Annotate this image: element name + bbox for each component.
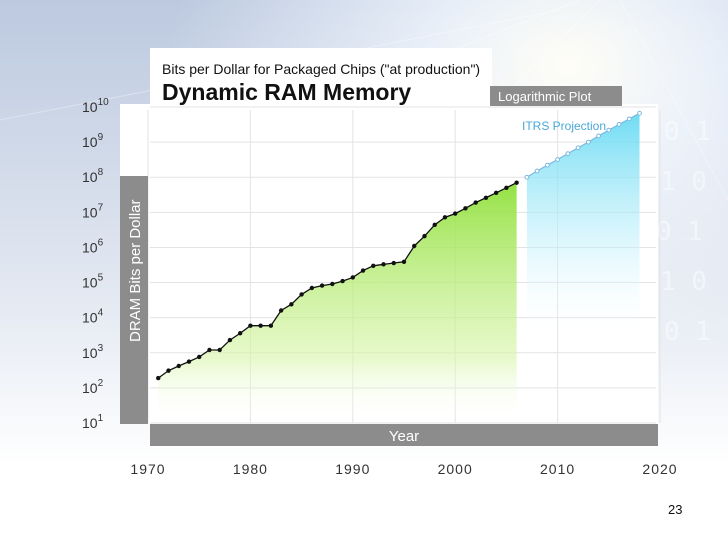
- projection-point: [626, 116, 632, 122]
- page-number: 23: [668, 502, 683, 517]
- data-point: [309, 285, 315, 291]
- x-tick-label: 2010: [540, 461, 575, 477]
- y-axis-label: DRAM Bits per Dollar: [127, 199, 144, 342]
- x-tick-label: 1970: [130, 461, 165, 477]
- projection-point: [616, 121, 622, 127]
- data-point: [483, 195, 489, 200]
- data-point: [156, 375, 161, 381]
- title-panel: [150, 48, 492, 108]
- chart-subtitle: Bits per Dollar for Packaged Chips ("at …: [162, 61, 480, 77]
- projection-label: ITRS Projection: [522, 119, 606, 133]
- chart-title: Dynamic RAM Memory: [162, 79, 411, 105]
- projection-point: [565, 151, 571, 157]
- projection-point: [596, 133, 601, 139]
- x-tick-label: 1980: [233, 461, 268, 477]
- y-tick-label: 1010: [82, 97, 109, 115]
- y-tick-labels: 1010 109 108 107 106 105 104 103 102 101: [82, 97, 109, 431]
- y-tick-label: 108: [82, 167, 104, 185]
- data-point: [268, 323, 274, 328]
- x-tick-labels: 1970 1980 1990 2000 2010 2020: [130, 461, 677, 477]
- data-point: [422, 233, 427, 239]
- y-tick-label: 102: [82, 378, 104, 396]
- data-point: [289, 302, 294, 307]
- projection-point: [585, 139, 591, 145]
- series-area-2: [526, 113, 640, 418]
- data-point: [278, 308, 284, 313]
- data-point: [453, 211, 458, 216]
- projection-point: [534, 168, 540, 174]
- series-area-1: [158, 182, 517, 417]
- data-point: [258, 323, 263, 328]
- data-point: [166, 368, 171, 373]
- data-point: [504, 185, 509, 190]
- x-tick-label: 2020: [642, 461, 677, 477]
- data-point: [432, 222, 437, 228]
- y-tick-label: 103: [82, 343, 104, 361]
- data-point: [176, 363, 181, 369]
- y-tick-label: 104: [82, 308, 104, 326]
- y-tick-label: 105: [82, 273, 104, 291]
- data-point: [401, 259, 407, 265]
- data-point: [248, 323, 253, 328]
- series-points: [156, 110, 642, 381]
- data-point: [473, 200, 478, 205]
- data-point: [217, 347, 222, 353]
- y-tick-label: 101: [82, 413, 104, 431]
- projection-point: [524, 174, 530, 180]
- series-areas: [158, 113, 640, 418]
- projection-point: [606, 127, 612, 133]
- data-point: [319, 283, 325, 288]
- projection-point: [575, 145, 581, 151]
- y-tick-label: 107: [82, 202, 104, 220]
- data-point: [381, 262, 386, 267]
- data-point: [207, 347, 212, 353]
- scale-label: Logarithmic Plot: [498, 89, 592, 104]
- data-point: [371, 263, 376, 269]
- x-axis-bar: [150, 424, 658, 446]
- data-point: [299, 292, 304, 297]
- x-tick-label: 1990: [335, 461, 370, 477]
- scale-badge: [490, 86, 622, 106]
- data-point: [442, 215, 448, 220]
- projection-point: [555, 157, 560, 162]
- y-tick-label: 109: [82, 132, 104, 150]
- data-point: [186, 359, 192, 364]
- projection-point: [544, 162, 550, 168]
- data-point: [412, 243, 417, 249]
- data-point: [391, 260, 396, 266]
- data-point: [514, 180, 519, 185]
- projection-point: [637, 110, 642, 116]
- x-tick-label: 2000: [438, 461, 473, 477]
- data-point: [350, 275, 355, 280]
- y-axis-bar: [120, 176, 148, 424]
- data-point: [493, 190, 499, 196]
- data-point: [237, 331, 243, 336]
- x-axis-label: Year: [389, 428, 419, 445]
- y-tick-label: 106: [82, 237, 104, 255]
- data-point: [340, 278, 345, 284]
- data-point: [330, 281, 335, 287]
- data-point: [360, 268, 366, 273]
- data-point: [227, 337, 233, 343]
- data-point: [197, 354, 202, 360]
- data-point: [463, 206, 468, 211]
